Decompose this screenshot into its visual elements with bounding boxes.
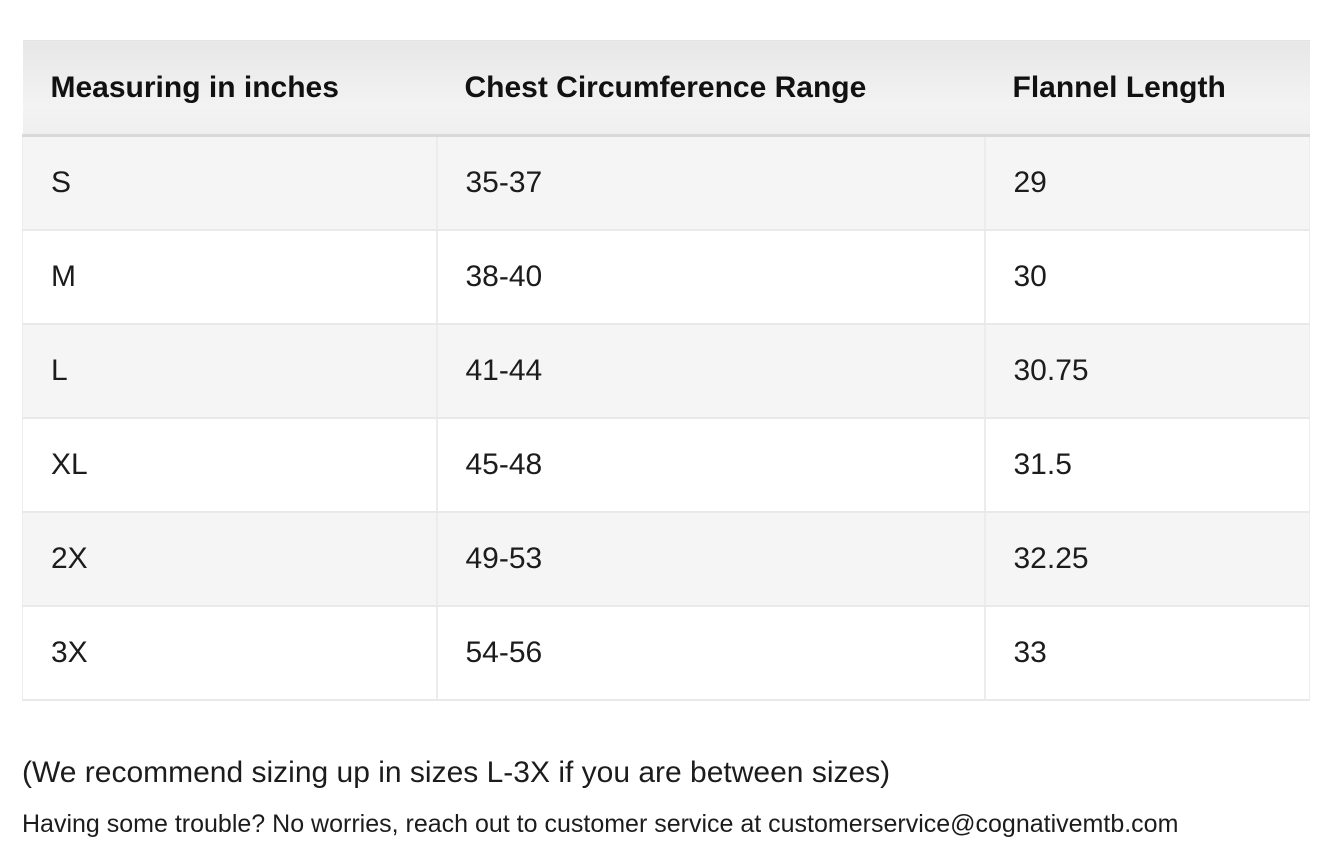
length-cell: 31.5 bbox=[983, 418, 1310, 513]
chest-cell: 38-40 bbox=[435, 230, 985, 325]
table-row-l: L 41-44 30.75 bbox=[22, 324, 1310, 419]
sizing-recommendation-note: (We recommend sizing up in sizes L-3X if… bbox=[22, 756, 891, 789]
size-cell: XL bbox=[22, 418, 437, 513]
size-cell: L bbox=[22, 324, 437, 419]
length-cell: 29 bbox=[983, 135, 1310, 231]
chest-cell: 35-37 bbox=[435, 135, 985, 231]
table-row-3x: 3X 54-56 33 bbox=[22, 606, 1310, 701]
header-chest-circumference-range: Chest Circumference Range bbox=[436, 40, 985, 137]
chest-cell: 49-53 bbox=[435, 512, 985, 607]
size-cell: 3X bbox=[22, 606, 437, 701]
size-cell: 2X bbox=[22, 512, 437, 607]
size-cell: S bbox=[22, 135, 437, 231]
length-cell: 30.75 bbox=[983, 324, 1310, 419]
length-cell: 30 bbox=[983, 230, 1310, 325]
table-row-2x: 2X 49-53 32.25 bbox=[22, 512, 1310, 607]
table-row-xl: XL 45-48 31.5 bbox=[22, 418, 1310, 513]
chest-cell: 54-56 bbox=[435, 606, 985, 701]
length-cell: 33 bbox=[983, 606, 1310, 701]
table-row-m: M 38-40 30 bbox=[22, 230, 1310, 325]
size-chart-table: Measuring in inches Chest Circumference … bbox=[22, 40, 1310, 701]
customer-service-note: Having some trouble? No worries, reach o… bbox=[22, 810, 1179, 838]
chest-cell: 41-44 bbox=[435, 324, 985, 419]
header-flannel-length: Flannel Length bbox=[984, 40, 1310, 137]
chest-cell: 45-48 bbox=[435, 418, 985, 513]
header-measuring-in-inches: Measuring in inches bbox=[22, 40, 437, 137]
header-row: Measuring in inches Chest Circumference … bbox=[22, 40, 1310, 137]
length-cell: 32.25 bbox=[983, 512, 1310, 607]
table-row-s: S 35-37 29 bbox=[22, 135, 1310, 231]
size-cell: M bbox=[22, 230, 437, 325]
